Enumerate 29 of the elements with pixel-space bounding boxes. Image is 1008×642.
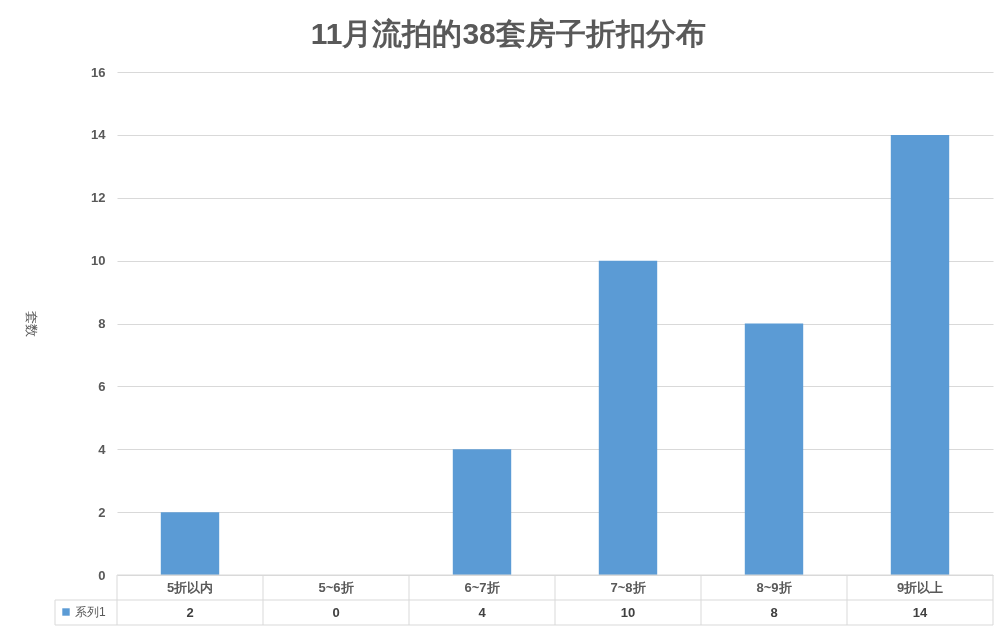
chart-title: 11月流拍的38套房子折扣分布 [310, 17, 706, 50]
y-tick-label: 12 [91, 190, 106, 206]
data-label: 4 [478, 604, 487, 620]
y-tick-label: 4 [98, 441, 107, 457]
x-tick-label: 8~9折 [756, 579, 792, 595]
x-tick-label: 5~6折 [318, 579, 354, 595]
data-label: 10 [620, 604, 636, 620]
y-tick-label: 6 [98, 378, 106, 394]
bar [452, 449, 512, 575]
y-tick-label: 16 [91, 64, 106, 80]
data-label: 0 [332, 604, 340, 620]
legend-label: 系列1 [75, 605, 106, 619]
data-label: 8 [770, 604, 778, 620]
y-tick-label: 0 [98, 567, 106, 583]
y-tick-label: 14 [91, 127, 107, 143]
x-tick-label: 6~7折 [464, 579, 500, 595]
bar [160, 512, 220, 575]
bar [598, 260, 658, 575]
bar [890, 134, 950, 575]
bar [744, 323, 804, 575]
x-tick-label: 5折以内 [166, 579, 214, 595]
x-tick-label: 9折以上 [896, 579, 944, 595]
x-tick-label: 7~8折 [610, 579, 646, 595]
data-label: 2 [186, 604, 194, 620]
y-axis-title: 套数 [23, 311, 39, 337]
data-label: 14 [912, 604, 928, 620]
y-tick-label: 2 [98, 504, 106, 520]
y-tick-label: 10 [91, 253, 106, 269]
y-tick-label: 8 [98, 316, 106, 331]
